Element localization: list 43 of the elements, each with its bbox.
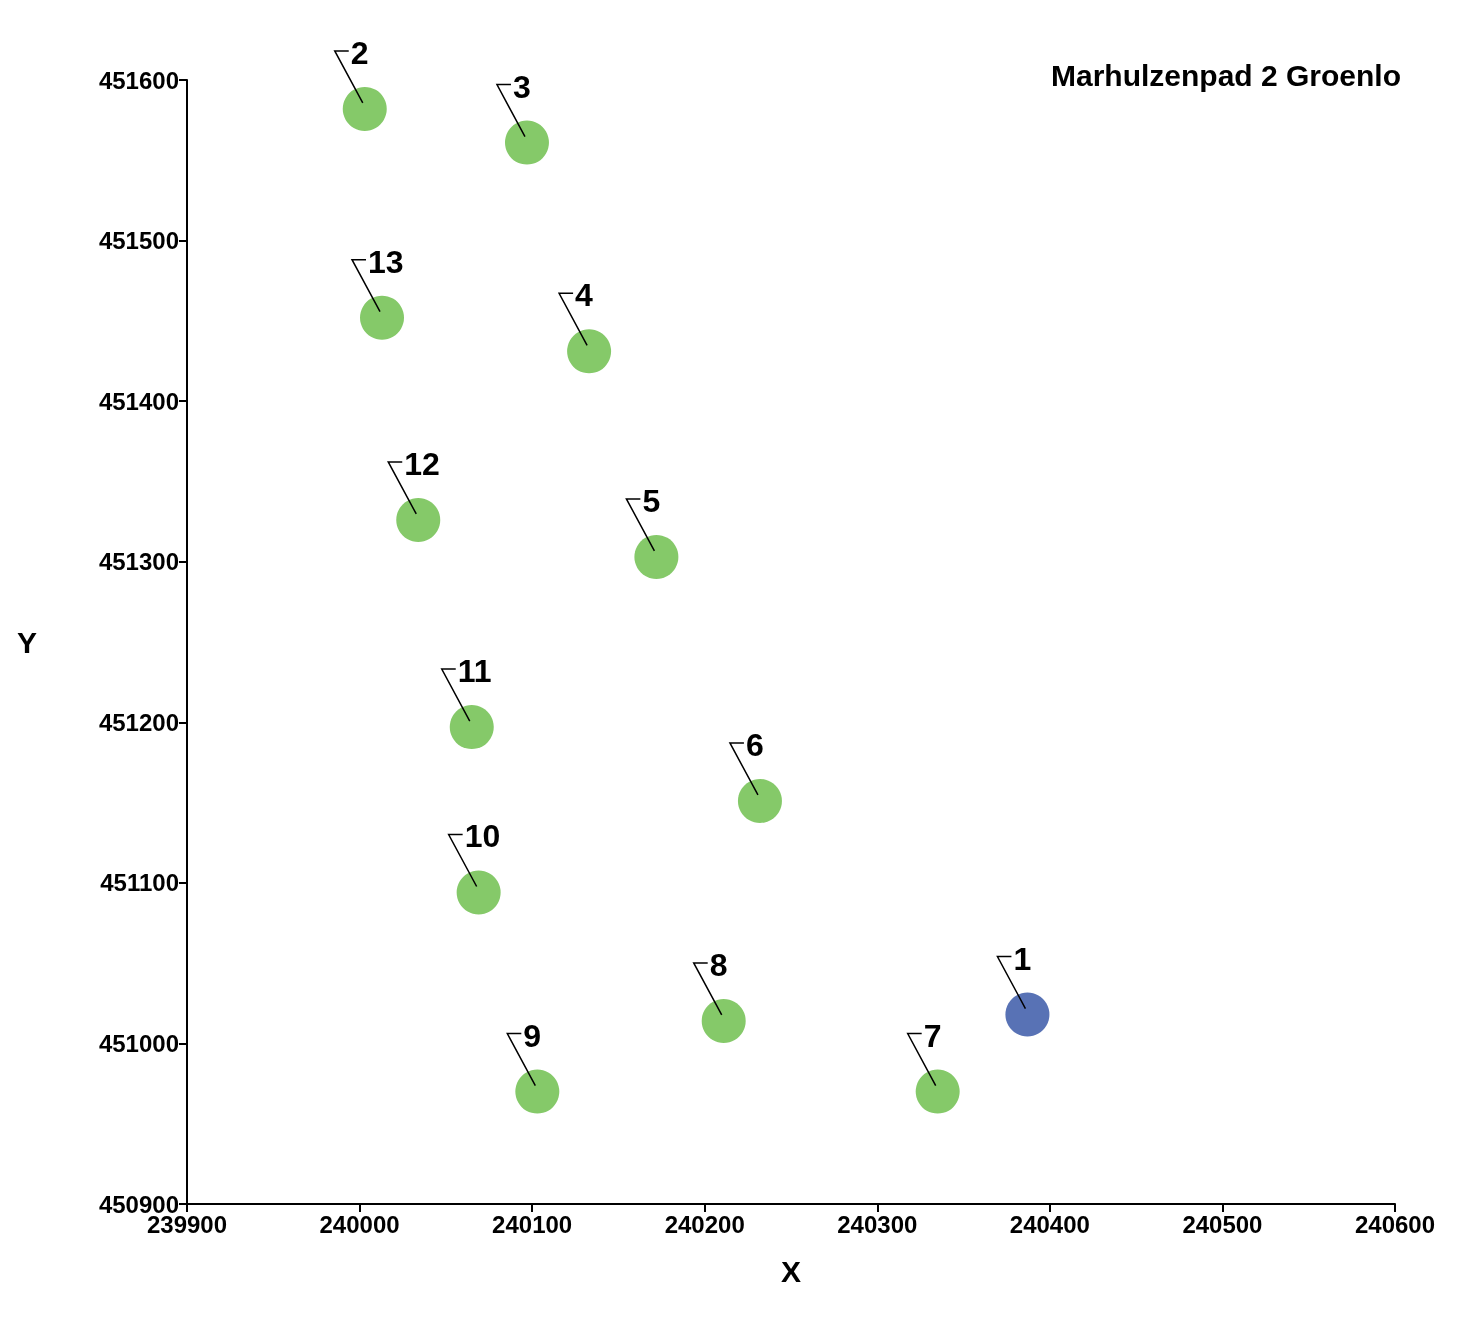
annotation: 13 — [368, 243, 404, 280]
point — [515, 1069, 560, 1114]
y-tick-label: 451200 — [98, 708, 179, 736]
y-axis-title: Y — [16, 625, 37, 659]
annotation: 7 — [923, 1017, 942, 1054]
y-tick-label: 451000 — [98, 1029, 179, 1057]
chart-title: Marhulzenpad 2 Groenlo — [1050, 58, 1402, 92]
annotation: 4 — [575, 277, 594, 314]
point — [342, 86, 387, 131]
annotation: 12 — [404, 445, 440, 482]
point — [360, 295, 405, 340]
point — [449, 705, 494, 750]
annotation: 8 — [709, 946, 728, 983]
annotation: 10 — [464, 818, 501, 855]
x-tick-label: 240600 — [1354, 1210, 1436, 1238]
point — [915, 1069, 960, 1114]
point — [396, 497, 441, 542]
annotation: 3 — [512, 68, 531, 105]
annotation: 9 — [523, 1017, 542, 1054]
x-tick-label: 240200 — [664, 1210, 745, 1238]
annotation: 6 — [745, 726, 764, 763]
y-tick-label: 451300 — [98, 548, 179, 576]
x-tick-label: 240000 — [319, 1210, 400, 1238]
y-tick-label: 451400 — [98, 387, 179, 415]
annotation: 1 — [1013, 940, 1032, 977]
point — [567, 329, 612, 374]
annotation: 5 — [642, 482, 661, 519]
x-axis-title: X — [780, 1254, 802, 1288]
x-tick-label: 240500 — [1182, 1210, 1263, 1238]
point — [505, 120, 549, 165]
point — [701, 998, 746, 1043]
x-tick-label: 240300 — [837, 1210, 918, 1238]
point — [1005, 992, 1050, 1037]
x-tick-label: 240100 — [492, 1210, 573, 1238]
point — [634, 534, 679, 579]
x-tick-label: 240400 — [1009, 1210, 1090, 1238]
point — [456, 870, 501, 915]
annotation: 2 — [350, 34, 369, 71]
y-tick-label: 451100 — [100, 869, 179, 897]
y-tick-label: 451600 — [98, 66, 179, 94]
annotation: 11 — [457, 653, 492, 690]
point — [737, 778, 782, 823]
y-tick-label: 451500 — [98, 227, 179, 255]
